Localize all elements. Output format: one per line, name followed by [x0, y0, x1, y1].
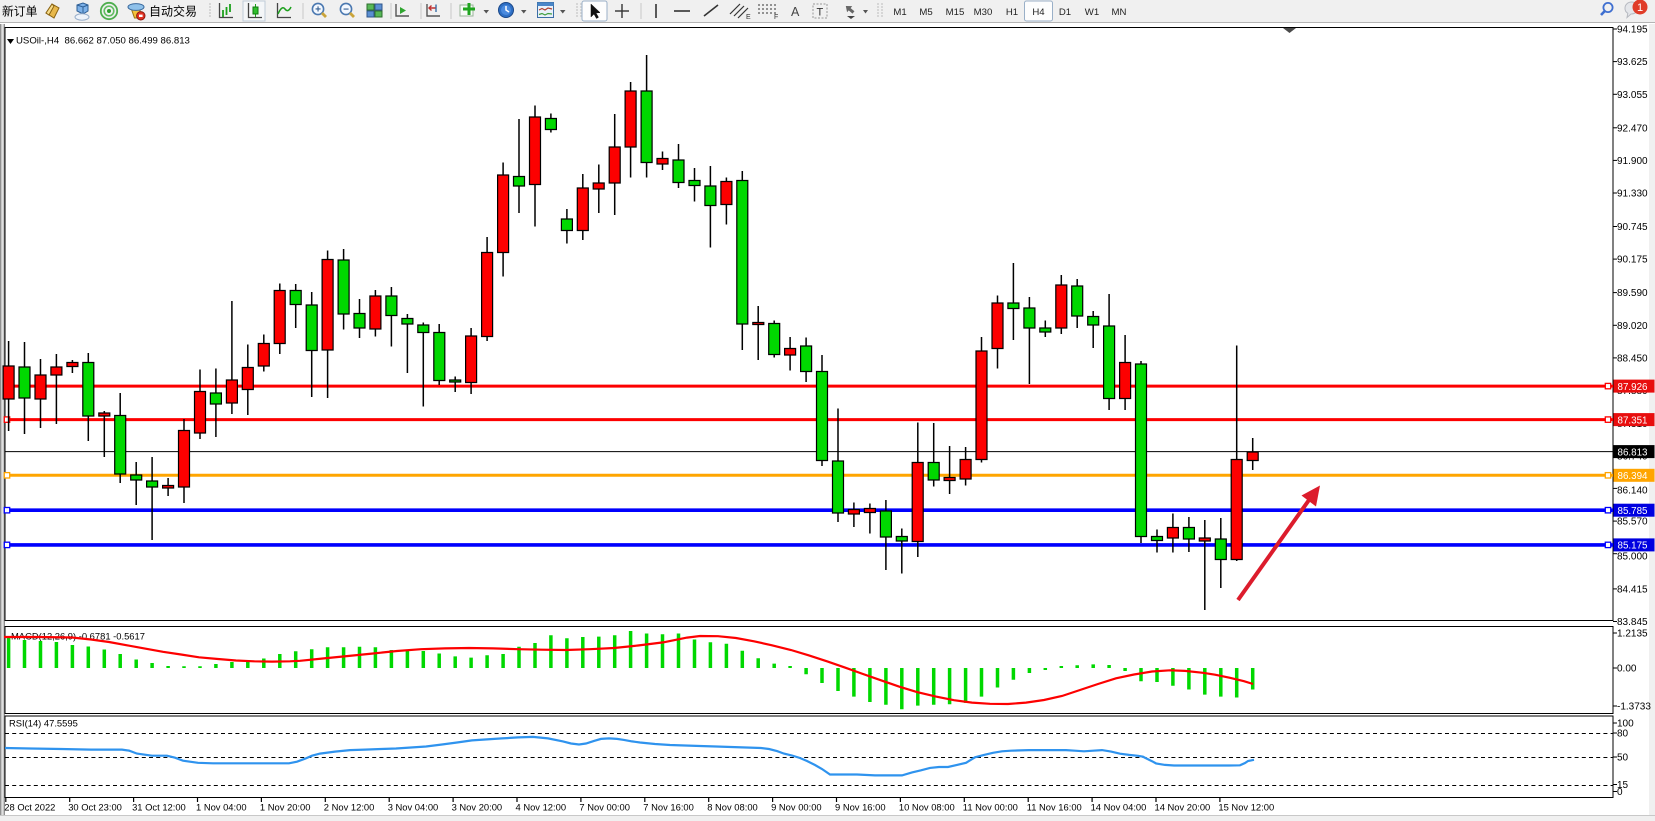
svg-text:14 Nov 20:00: 14 Nov 20:00 [1155, 802, 1211, 813]
svg-text:83.845: 83.845 [1617, 617, 1648, 628]
svg-text:T: T [817, 7, 824, 19]
svg-text:85.785: 85.785 [1618, 506, 1649, 517]
svg-text:94.195: 94.195 [1617, 25, 1648, 36]
svg-text:W1: W1 [1085, 7, 1099, 18]
svg-text:7 Nov 00:00: 7 Nov 00:00 [579, 802, 630, 813]
svg-text:100: 100 [1617, 719, 1634, 730]
svg-text:MACD(12,26,9) -0.6781 -0.5617: MACD(12,26,9) -0.6781 -0.5617 [11, 631, 145, 642]
svg-text:89.020: 89.020 [1617, 321, 1648, 332]
svg-text:1 Nov 20:00: 1 Nov 20:00 [260, 802, 311, 813]
svg-text:84.415: 84.415 [1617, 585, 1648, 596]
svg-text:15 Nov 12:00: 15 Nov 12:00 [1218, 802, 1274, 813]
svg-text:0: 0 [1617, 787, 1623, 798]
svg-text:93.625: 93.625 [1617, 57, 1648, 68]
svg-text:E: E [746, 14, 751, 21]
svg-text:D1: D1 [1059, 7, 1071, 18]
svg-text:M15: M15 [946, 7, 965, 18]
svg-text:28 Oct 2022: 28 Oct 2022 [4, 802, 55, 813]
svg-text:90.175: 90.175 [1617, 255, 1648, 266]
svg-text:86.813: 86.813 [1618, 447, 1649, 458]
svg-text:86.140: 86.140 [1617, 486, 1648, 497]
svg-text:85.175: 85.175 [1618, 541, 1649, 552]
svg-text:50: 50 [1617, 753, 1629, 764]
svg-text:80: 80 [1617, 729, 1629, 740]
svg-text:15: 15 [1617, 780, 1629, 791]
svg-text:92.470: 92.470 [1617, 123, 1648, 134]
svg-text:0.00: 0.00 [1617, 664, 1637, 675]
svg-text:自动交易: 自动交易 [149, 4, 197, 19]
svg-text:MN: MN [1112, 7, 1127, 18]
svg-text:1: 1 [1637, 2, 1643, 14]
svg-text:11 Nov 00:00: 11 Nov 00:00 [963, 802, 1018, 813]
svg-text:3 Nov 20:00: 3 Nov 20:00 [452, 802, 503, 813]
svg-text:91.330: 91.330 [1617, 189, 1648, 200]
svg-text:M5: M5 [919, 7, 932, 18]
svg-text:93.055: 93.055 [1617, 90, 1648, 101]
svg-text:USOil-,H4 86.662 87.050 86.49: USOil-,H4 86.662 87.050 86.499 86.813 [16, 36, 190, 47]
svg-text:1 Nov 04:00: 1 Nov 04:00 [196, 802, 247, 813]
svg-text:10 Nov 08:00: 10 Nov 08:00 [899, 802, 955, 813]
svg-text:11 Nov 16:00: 11 Nov 16:00 [1027, 802, 1082, 813]
svg-text:14 Nov 04:00: 14 Nov 04:00 [1091, 802, 1147, 813]
svg-text:2 Nov 12:00: 2 Nov 12:00 [324, 802, 375, 813]
svg-text:31 Oct 12:00: 31 Oct 12:00 [132, 802, 186, 813]
svg-text:M30: M30 [974, 7, 993, 18]
svg-text:1.2135: 1.2135 [1617, 629, 1648, 640]
svg-text:9 Nov 16:00: 9 Nov 16:00 [835, 802, 886, 813]
svg-text:-1.3733: -1.3733 [1617, 702, 1651, 713]
svg-text:3 Nov 04:00: 3 Nov 04:00 [388, 802, 439, 813]
svg-text:9 Nov 00:00: 9 Nov 00:00 [771, 802, 822, 813]
svg-text:−: − [343, 4, 349, 15]
svg-text:+: + [315, 4, 321, 15]
svg-text:RSI(14) 47.5595: RSI(14) 47.5595 [9, 718, 78, 729]
svg-text:8 Nov 08:00: 8 Nov 08:00 [707, 802, 758, 813]
svg-text:91.900: 91.900 [1617, 156, 1648, 167]
svg-text:A: A [791, 5, 800, 19]
svg-text:F: F [774, 14, 778, 21]
svg-text:85.570: 85.570 [1617, 517, 1648, 528]
svg-text:87.926: 87.926 [1618, 382, 1649, 393]
svg-text:89.590: 89.590 [1617, 288, 1648, 299]
svg-text:7 Nov 16:00: 7 Nov 16:00 [643, 802, 694, 813]
svg-text:H4: H4 [1032, 7, 1045, 18]
svg-text:85.000: 85.000 [1617, 551, 1648, 562]
svg-text:30 Oct 23:00: 30 Oct 23:00 [68, 802, 122, 813]
svg-text:M1: M1 [893, 7, 906, 18]
svg-text:H1: H1 [1006, 7, 1018, 18]
svg-text:新订单: 新订单 [2, 5, 38, 19]
svg-text:90.745: 90.745 [1617, 222, 1648, 233]
svg-text:4 Nov 12:00: 4 Nov 12:00 [516, 802, 567, 813]
svg-text:86.394: 86.394 [1618, 471, 1649, 482]
svg-text:88.450: 88.450 [1617, 354, 1648, 365]
svg-text:87.351: 87.351 [1618, 415, 1648, 426]
